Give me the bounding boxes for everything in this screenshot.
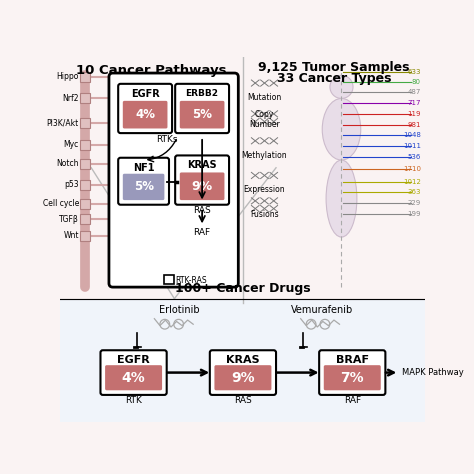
FancyBboxPatch shape: [80, 159, 90, 169]
Text: Copy
Number: Copy Number: [249, 110, 280, 129]
Text: 5%: 5%: [134, 181, 154, 193]
FancyBboxPatch shape: [61, 57, 243, 299]
FancyBboxPatch shape: [210, 350, 276, 395]
Text: 119: 119: [407, 111, 421, 117]
Text: Erlotinib: Erlotinib: [159, 305, 200, 315]
Text: 1011: 1011: [403, 143, 421, 149]
FancyBboxPatch shape: [118, 84, 172, 133]
Text: 633: 633: [407, 69, 421, 74]
Text: Methylation: Methylation: [242, 151, 287, 160]
Text: RAF: RAF: [344, 396, 361, 405]
FancyBboxPatch shape: [164, 275, 173, 284]
Text: 1048: 1048: [403, 132, 421, 138]
Text: 5%: 5%: [192, 108, 212, 121]
Text: 4%: 4%: [135, 108, 155, 121]
Text: Mutation: Mutation: [247, 93, 282, 102]
Text: 100+ Cancer Drugs: 100+ Cancer Drugs: [175, 282, 311, 295]
FancyBboxPatch shape: [123, 174, 164, 200]
Text: 199: 199: [407, 211, 421, 217]
Text: 9%: 9%: [231, 371, 255, 385]
Text: Cell cycle: Cell cycle: [43, 200, 79, 209]
Text: 981: 981: [407, 122, 421, 128]
FancyBboxPatch shape: [118, 158, 169, 205]
Text: 4%: 4%: [122, 371, 146, 385]
Text: MAPK Pathway: MAPK Pathway: [401, 368, 463, 377]
Text: Myc: Myc: [64, 140, 79, 149]
Text: KRAS: KRAS: [187, 161, 217, 171]
Circle shape: [330, 75, 353, 99]
Text: Hippo: Hippo: [56, 73, 79, 82]
Text: Notch: Notch: [56, 159, 79, 168]
Text: KRAS: KRAS: [226, 355, 260, 365]
FancyBboxPatch shape: [61, 299, 425, 422]
FancyBboxPatch shape: [175, 84, 229, 133]
Text: RAS: RAS: [193, 206, 211, 215]
Text: 33 Cancer Types: 33 Cancer Types: [276, 72, 391, 84]
FancyBboxPatch shape: [105, 365, 162, 390]
Text: ERBB2: ERBB2: [186, 89, 219, 98]
FancyBboxPatch shape: [100, 350, 167, 395]
FancyBboxPatch shape: [123, 101, 167, 128]
Text: Fusions: Fusions: [250, 210, 279, 219]
Ellipse shape: [322, 99, 361, 160]
FancyBboxPatch shape: [324, 365, 381, 390]
FancyBboxPatch shape: [80, 214, 90, 224]
FancyBboxPatch shape: [109, 73, 238, 287]
Text: RTK: RTK: [125, 396, 142, 405]
FancyBboxPatch shape: [80, 199, 90, 209]
Text: 1710: 1710: [403, 166, 421, 173]
Text: 9,125 Tumor Samples: 9,125 Tumor Samples: [258, 62, 410, 74]
Text: Expression: Expression: [244, 185, 285, 194]
FancyBboxPatch shape: [80, 230, 90, 240]
FancyBboxPatch shape: [80, 118, 90, 128]
Text: PI3K/Akt: PI3K/Akt: [46, 118, 79, 128]
FancyBboxPatch shape: [180, 173, 225, 200]
Text: 536: 536: [408, 154, 421, 160]
Text: 487: 487: [408, 89, 421, 95]
Text: 1012: 1012: [403, 179, 421, 184]
FancyBboxPatch shape: [180, 101, 225, 128]
Text: Nrf2: Nrf2: [63, 94, 79, 103]
Text: 363: 363: [407, 190, 421, 195]
Text: 9%: 9%: [191, 180, 213, 193]
Text: RAF: RAF: [193, 228, 210, 237]
Text: NF1: NF1: [133, 163, 155, 173]
Text: EGFR: EGFR: [131, 89, 160, 99]
Text: TGFβ: TGFβ: [59, 215, 79, 224]
FancyBboxPatch shape: [214, 365, 272, 390]
Text: 229: 229: [408, 200, 421, 206]
Text: Wnt: Wnt: [64, 231, 79, 240]
Text: 717: 717: [407, 100, 421, 106]
FancyBboxPatch shape: [80, 93, 90, 103]
Text: RTK-RAS: RTK-RAS: [175, 276, 207, 285]
Text: BRAF: BRAF: [336, 355, 369, 365]
Text: Vemurafenib: Vemurafenib: [291, 305, 353, 315]
FancyBboxPatch shape: [243, 57, 425, 299]
Text: RAS: RAS: [234, 396, 252, 405]
Text: 10 Cancer Pathways: 10 Cancer Pathways: [76, 64, 227, 77]
FancyBboxPatch shape: [80, 72, 90, 82]
FancyBboxPatch shape: [80, 180, 90, 190]
FancyBboxPatch shape: [319, 350, 385, 395]
Ellipse shape: [326, 160, 357, 237]
FancyBboxPatch shape: [175, 155, 229, 205]
Text: RTKs: RTKs: [156, 136, 177, 145]
Text: p53: p53: [64, 180, 79, 189]
Text: EGFR: EGFR: [117, 355, 150, 365]
FancyBboxPatch shape: [80, 140, 90, 150]
Text: 7%: 7%: [340, 371, 364, 385]
Text: 80: 80: [412, 79, 421, 84]
